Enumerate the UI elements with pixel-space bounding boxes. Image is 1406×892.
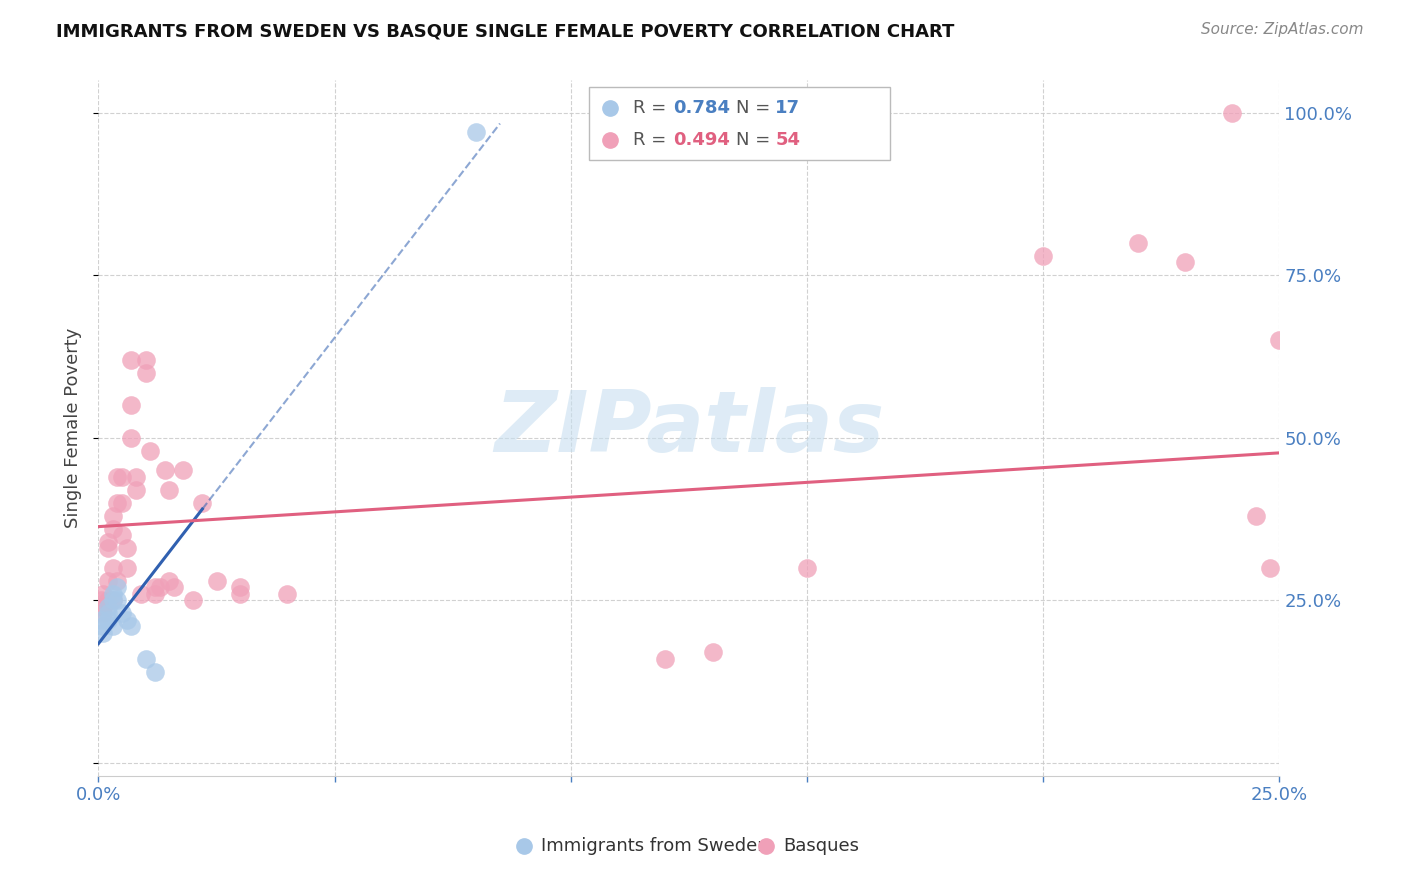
Point	[97, 574, 120, 588]
Point	[105, 593, 128, 607]
Point	[105, 496, 128, 510]
Point	[1258, 561, 1281, 575]
Point	[101, 587, 124, 601]
Point	[1268, 334, 1291, 348]
Point	[91, 599, 114, 614]
Point	[121, 431, 143, 445]
Point	[115, 613, 138, 627]
Point	[105, 574, 128, 588]
Text: 54: 54	[775, 131, 800, 149]
Point	[97, 599, 120, 614]
Point	[163, 581, 186, 595]
Point	[115, 541, 138, 556]
Text: R =: R =	[634, 131, 672, 149]
Point	[135, 652, 157, 666]
Point	[101, 619, 124, 633]
Point	[111, 528, 134, 542]
Point	[101, 593, 124, 607]
Point	[97, 535, 120, 549]
FancyBboxPatch shape	[589, 87, 890, 161]
Point	[97, 593, 120, 607]
Point	[125, 483, 148, 497]
Point	[101, 522, 124, 536]
Text: N =: N =	[737, 131, 776, 149]
Text: N =: N =	[737, 99, 776, 117]
Text: Immigrants from Sweden: Immigrants from Sweden	[541, 837, 769, 855]
Point	[229, 581, 252, 595]
Point	[90, 593, 112, 607]
Point	[205, 574, 228, 588]
Point	[465, 125, 488, 139]
Text: IMMIGRANTS FROM SWEDEN VS BASQUE SINGLE FEMALE POVERTY CORRELATION CHART: IMMIGRANTS FROM SWEDEN VS BASQUE SINGLE …	[56, 22, 955, 40]
Point	[111, 496, 134, 510]
Point	[91, 619, 114, 633]
Text: ZIPatlas: ZIPatlas	[494, 386, 884, 470]
Point	[172, 463, 194, 477]
Y-axis label: Single Female Poverty: Single Female Poverty	[65, 328, 83, 528]
Point	[91, 587, 114, 601]
Point	[143, 581, 166, 595]
Point	[105, 470, 128, 484]
Point	[101, 593, 124, 607]
Point	[796, 561, 818, 575]
Point	[702, 645, 724, 659]
Point	[153, 463, 176, 477]
Point	[1220, 105, 1243, 120]
Point	[105, 581, 128, 595]
Point	[129, 587, 152, 601]
Text: 0.784: 0.784	[673, 99, 731, 117]
Point	[1032, 249, 1054, 263]
Point	[101, 561, 124, 575]
Text: Source: ZipAtlas.com: Source: ZipAtlas.com	[1201, 22, 1364, 37]
Text: R =: R =	[634, 99, 672, 117]
Point	[91, 607, 114, 621]
Point	[143, 587, 166, 601]
Point	[121, 619, 143, 633]
Point	[1126, 235, 1149, 250]
Point	[135, 366, 157, 380]
Point	[139, 444, 162, 458]
Point	[157, 574, 180, 588]
Point	[1174, 255, 1197, 269]
Point	[191, 496, 214, 510]
Point	[1244, 508, 1267, 523]
Point	[91, 626, 114, 640]
Text: 17: 17	[775, 99, 800, 117]
Point	[149, 581, 172, 595]
Point	[97, 607, 120, 621]
Point	[181, 593, 204, 607]
Point	[121, 398, 143, 412]
Point	[135, 352, 157, 367]
Point	[97, 541, 120, 556]
Point	[143, 665, 166, 679]
Point	[101, 508, 124, 523]
Point	[157, 483, 180, 497]
Point	[229, 587, 252, 601]
Point	[121, 352, 143, 367]
Text: 0.494: 0.494	[673, 131, 731, 149]
Point	[90, 613, 112, 627]
Point	[654, 652, 676, 666]
Point	[111, 607, 134, 621]
Point	[276, 587, 298, 601]
Point	[111, 470, 134, 484]
Point	[115, 561, 138, 575]
Text: Basques: Basques	[783, 837, 859, 855]
Point	[97, 613, 120, 627]
Point	[125, 470, 148, 484]
